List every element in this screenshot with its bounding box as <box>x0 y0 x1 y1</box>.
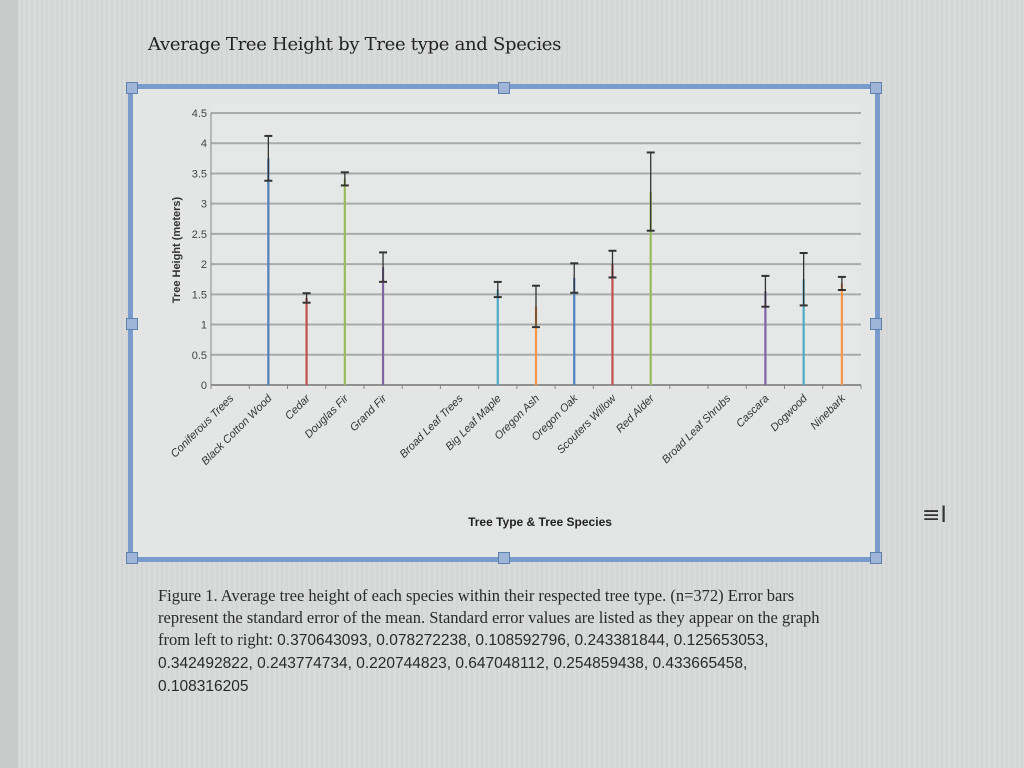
y-axis-title: Tree Height (meters) <box>171 196 183 303</box>
x-tick-label: Dogwood <box>768 392 810 434</box>
document-title: Average Tree Height by Tree type and Spe… <box>148 34 562 55</box>
resize-handle-tm[interactable] <box>498 82 510 94</box>
resize-handle-bm[interactable] <box>498 552 510 564</box>
x-tick-label: Cedar <box>283 392 314 423</box>
x-tick-label: Broad Leaf Trees <box>398 392 466 460</box>
x-tick-label: Grand Fir <box>348 392 390 434</box>
y-tick-label: 3 <box>201 199 207 211</box>
x-tick-label: Black Cotton Wood <box>199 392 275 468</box>
y-tick-label: 2.5 <box>192 229 207 241</box>
x-axis-title: Tree Type & Tree Species <box>468 515 612 529</box>
y-tick-label: 2 <box>201 259 207 271</box>
y-tick-label: 4.5 <box>192 108 207 120</box>
caption-se-values: 0.370643093, 0.078272238, 0.108592796, 0… <box>158 632 769 695</box>
x-tick-label: Cascara <box>734 393 771 430</box>
x-tick-label: Ninebark <box>808 392 848 432</box>
text-cursor-icon: ≡I <box>922 503 947 528</box>
resize-handle-ml[interactable] <box>126 318 138 330</box>
y-tick-label: 0.5 <box>192 350 207 362</box>
y-tick-label: 1 <box>201 320 207 332</box>
y-tick-label: 4 <box>201 138 207 150</box>
x-tick-label: Broad Leaf Shrubs <box>660 392 734 466</box>
y-tick-label: 3.5 <box>192 168 207 180</box>
y-tick-label: 1.5 <box>192 289 207 301</box>
resize-handle-mr[interactable] <box>870 318 882 330</box>
caption-text: Figure 1. Average tree height of each sp… <box>158 586 820 649</box>
resize-handle-br[interactable] <box>870 552 882 564</box>
y-tick-label: 0 <box>201 380 207 392</box>
resize-handle-bl[interactable] <box>126 552 138 564</box>
x-tick-label: Red Alder <box>614 392 658 436</box>
figure-caption: Figure 1. Average tree height of each sp… <box>158 585 838 698</box>
x-tick-label: Coniferous Trees <box>169 392 237 460</box>
resize-handle-tr[interactable] <box>870 82 882 94</box>
resize-handle-tl[interactable] <box>126 82 138 94</box>
